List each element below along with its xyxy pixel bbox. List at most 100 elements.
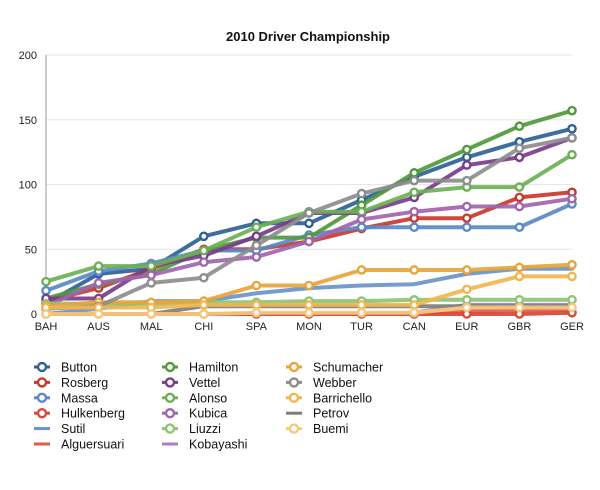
legend-label: Hulkenberg xyxy=(61,407,125,421)
legend-label: Alonso xyxy=(189,391,227,405)
data-point xyxy=(461,144,472,155)
data-point xyxy=(409,187,420,198)
x-tick-label: SPA xyxy=(246,321,268,333)
legend-item: Barrichello xyxy=(286,391,372,405)
data-point xyxy=(514,294,525,305)
data-point xyxy=(461,160,472,170)
x-tick-label: BAH xyxy=(35,321,58,333)
data-point xyxy=(461,175,472,186)
legend-item: Buemi xyxy=(286,422,348,436)
data-point xyxy=(356,300,367,310)
data-point xyxy=(409,300,420,310)
legend-item: Schumacher xyxy=(286,361,383,375)
x-tick-label: TUR xyxy=(350,321,373,333)
data-point xyxy=(356,265,367,275)
data-point xyxy=(567,193,577,204)
data-point xyxy=(251,240,262,251)
data-point xyxy=(304,236,314,247)
x-tick-label: GER xyxy=(560,321,584,333)
legend-label: Liuzzi xyxy=(189,422,221,436)
legend-item: Webber xyxy=(286,376,357,390)
legend-item: Liuzzi xyxy=(162,422,221,436)
legend-marker xyxy=(164,423,176,434)
data-point xyxy=(514,192,525,203)
legend-label: Button xyxy=(61,361,97,375)
legend-item: Kubica xyxy=(162,407,227,421)
y-tick-label: 50 xyxy=(25,244,37,256)
legend-marker xyxy=(288,377,300,388)
series-line xyxy=(44,135,574,301)
data-point xyxy=(567,124,577,134)
data-point xyxy=(409,168,420,178)
data-point xyxy=(514,271,525,282)
x-tick-label: EUR xyxy=(455,321,478,333)
data-point xyxy=(93,309,104,319)
data-point xyxy=(41,309,51,319)
data-point xyxy=(146,261,156,271)
legend-marker xyxy=(36,377,48,388)
grid-lines xyxy=(46,54,572,250)
x-tick-label: MON xyxy=(296,321,322,333)
data-point xyxy=(514,222,525,233)
data-point xyxy=(461,302,472,313)
legend-label: Schumacher xyxy=(313,361,383,375)
y-tick-label: 200 xyxy=(19,50,37,62)
legend-marker xyxy=(288,361,300,373)
data-point xyxy=(198,257,209,268)
data-point xyxy=(461,152,472,163)
legend-label: Alguersuari xyxy=(61,438,124,452)
data-point xyxy=(304,307,314,318)
data-point xyxy=(567,294,577,305)
legend-label: Rosberg xyxy=(61,376,108,390)
legend-item: Button xyxy=(34,361,97,375)
legend-item: Hamilton xyxy=(162,361,238,375)
data-point xyxy=(146,309,156,319)
data-point xyxy=(198,300,209,310)
data-point xyxy=(567,302,577,313)
data-point xyxy=(93,278,104,288)
legend-label: Vettel xyxy=(189,376,220,390)
data-point xyxy=(567,105,577,116)
data-point xyxy=(198,309,209,319)
x-tick-label: AUS xyxy=(87,321,110,333)
legend-marker xyxy=(36,408,48,419)
legend-marker xyxy=(288,392,300,403)
data-point xyxy=(93,261,104,271)
data-point xyxy=(198,272,209,283)
series-barrichello xyxy=(41,271,577,313)
legend-marker xyxy=(164,392,176,403)
legend-item: Vettel xyxy=(162,376,220,390)
data-point xyxy=(198,245,209,256)
data-point xyxy=(409,222,420,233)
legend-item: Petrov xyxy=(286,407,350,421)
data-point xyxy=(461,213,472,223)
data-point xyxy=(461,294,472,305)
series-line xyxy=(44,152,574,284)
data-point xyxy=(514,302,525,313)
data-point xyxy=(461,222,472,233)
data-point xyxy=(41,276,51,287)
data-point xyxy=(356,222,367,233)
legend-label: Sutil xyxy=(61,422,85,436)
data-point xyxy=(304,208,314,218)
data-point xyxy=(251,231,262,242)
y-tick-label: 150 xyxy=(19,115,37,127)
legend-item: Kobayashi xyxy=(162,438,247,452)
legend-label: Kubica xyxy=(189,407,227,421)
data-point xyxy=(304,300,314,310)
x-tick-label: GBR xyxy=(507,321,531,333)
data-point xyxy=(251,222,262,233)
data-point xyxy=(251,307,262,318)
x-tick-label: CAN xyxy=(403,321,426,333)
data-point xyxy=(461,201,472,212)
series-alonso xyxy=(41,149,577,287)
data-point xyxy=(41,285,51,296)
data-point xyxy=(567,259,577,270)
data-point xyxy=(356,307,367,318)
data-point xyxy=(567,133,577,143)
x-tick-label: MAL xyxy=(140,321,163,333)
data-point xyxy=(409,206,420,217)
data-point xyxy=(251,300,262,310)
x-tick-label: CHI xyxy=(194,321,213,333)
